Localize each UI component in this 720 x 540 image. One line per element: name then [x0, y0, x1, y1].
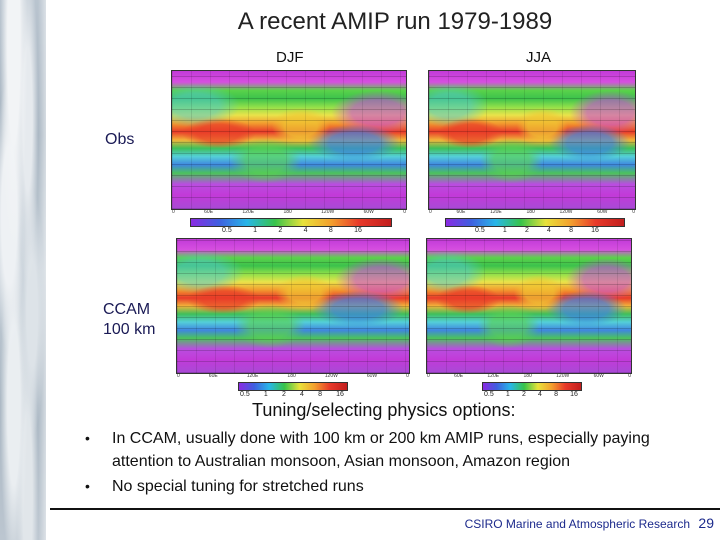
page-number: 29 [698, 515, 714, 531]
row-label-ccam-line2: 100 km [103, 321, 156, 338]
precip-map-obs-jja [428, 70, 636, 210]
cloud-background-strip [0, 0, 54, 540]
longitude-ticks-obs-jja: 0 60E 120E 180 120W 60W 0 [429, 209, 635, 215]
precip-map-obs-djf [171, 70, 407, 210]
subheading: Tuning/selecting physics options: [252, 400, 516, 420]
bullet-dot-icon: • [85, 478, 90, 494]
colorbar-ccam-djf [238, 382, 348, 391]
slide-title: A recent AMIP run 1979-1989 [237, 8, 553, 35]
bullet-list: • In CCAM, usually done with 100 km or 2… [85, 427, 705, 498]
column-label-jja: JJA [526, 49, 552, 66]
longitude-ticks-ccam-djf: 0 60E 120E 180 120W 60W 0 [177, 373, 409, 379]
row-label-obs: Obs [105, 131, 135, 148]
bullet-item: • No special tuning for stretched runs [85, 475, 705, 498]
colorbar-obs-djf [190, 218, 392, 227]
colorbar-obs-jja [445, 218, 625, 227]
bullet-dot-icon: • [85, 430, 90, 446]
column-label-djf: DJF [276, 49, 304, 66]
footer-divider [50, 508, 720, 510]
colorbar-ticks-obs-djf: 0.5 1 2 4 8 16 [222, 227, 362, 234]
footer-organization: CSIRO Marine and Atmospheric Research [464, 517, 690, 531]
colorbar-ticks-ccam-djf: 0.5 1 2 4 8 16 [240, 391, 344, 398]
colorbar-ccam-jja [482, 382, 582, 391]
row-label-ccam-line1: CCAM [103, 301, 151, 318]
precip-map-ccam-jja [426, 238, 632, 374]
colorbar-ticks-obs-jja: 0.5 1 2 4 8 16 [475, 227, 599, 234]
longitude-ticks-obs-djf: 0 60E 120E 180 120W 60W 0 [172, 209, 406, 215]
colorbar-ticks-ccam-jja: 0.5 1 2 4 8 16 [484, 391, 578, 398]
bullet-text: No special tuning for stretched runs [112, 478, 364, 495]
longitude-ticks-ccam-jja: 0 60E 120E 180 120W 60W 0 [427, 373, 631, 379]
row-label-ccam: CCAM 100 km [103, 300, 155, 340]
bullet-item: • In CCAM, usually done with 100 km or 2… [85, 427, 705, 473]
bullet-text: In CCAM, usually done with 100 km or 200… [112, 430, 650, 470]
precip-map-ccam-djf [176, 238, 410, 374]
